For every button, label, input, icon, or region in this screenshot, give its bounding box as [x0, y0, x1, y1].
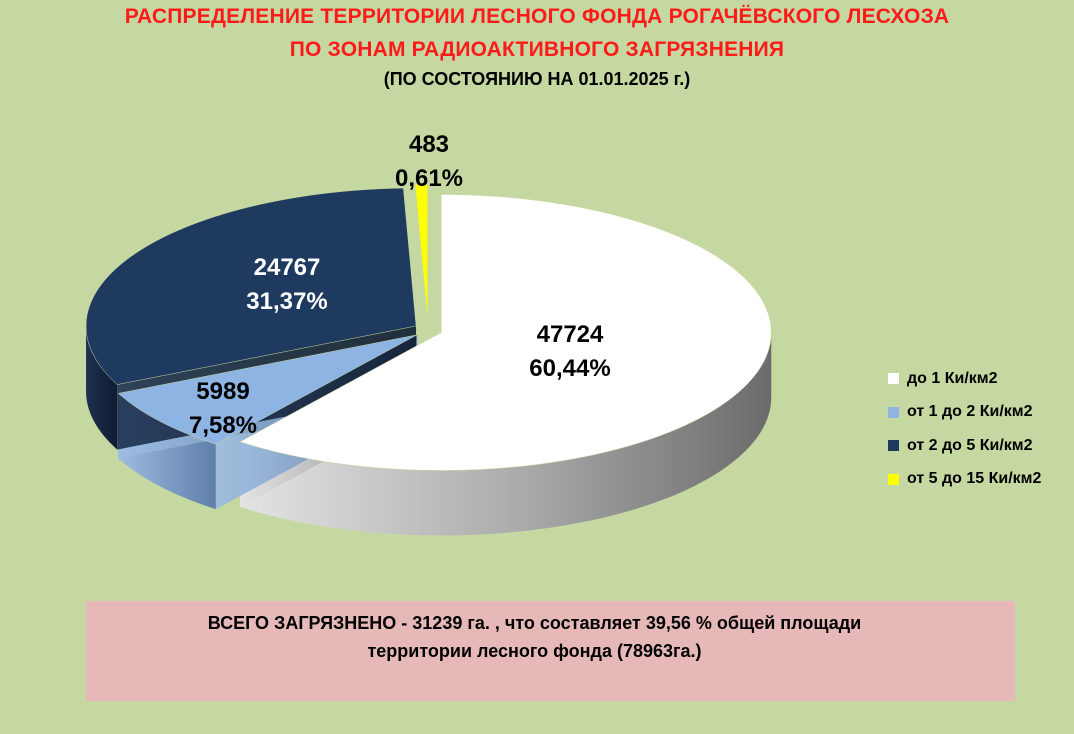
pie-tops: [85, 184, 772, 471]
legend-item: от 2 до 5 Ки/км2: [888, 429, 1041, 463]
pie-slice: [117, 334, 418, 445]
legend-label: от 5 до 15 Ки/км2: [907, 470, 1042, 488]
legend-label: от 1 до 2 Ки/км2: [907, 403, 1033, 421]
legend-swatch: [888, 373, 899, 385]
data-label-value: 47724: [537, 321, 604, 348]
pie-labels: 47724 60,44% 5989 7,58% 24767 31,37% 483 0,61%: [189, 131, 611, 439]
legend-label: от 2 до 5 Ки/км2: [907, 436, 1033, 454]
data-label-value: 5989: [196, 378, 249, 405]
legend-item: от 5 до 15 Ки/км2: [888, 463, 1041, 497]
pie-slice-side: [240, 332, 772, 536]
chart-title-line1: РАСПРЕДЕЛЕНИЕ ТЕРРИТОРИИ ЛЕСНОГО ФОНДА Р…: [124, 5, 950, 28]
pie-slice-side: [86, 325, 118, 450]
data-label-percent: 7,58%: [189, 412, 257, 439]
pie-slice: [85, 187, 417, 385]
chart-title-line2: ПО ЗОНАМ РАДИОАКТИВНОГО ЗАГРЯЗНЕНИЯ: [289, 38, 785, 61]
data-label-percent: 31,37%: [246, 288, 327, 315]
legend-swatch: [888, 440, 899, 452]
legend-item: от 1 до 2 Ки/км2: [888, 396, 1041, 430]
summary-line-2: территории лесного фонда (78963га.): [367, 641, 702, 661]
pie-slice: [414, 184, 428, 323]
data-label-percent: 60,44%: [529, 355, 610, 382]
summary-box: ВСЕГО ЗАГРЯЗНЕНО - 31239 га. , что соста…: [86, 601, 1015, 701]
legend: до 1 Ки/км2 от 1 до 2 Ки/км2 от 2 до 5 К…: [888, 362, 1041, 496]
chart-subtitle: (ПО СОСТОЯНИЮ НА 01.01.2025 г.): [383, 69, 691, 89]
legend-label: до 1 Ки/км2: [907, 369, 998, 387]
data-label-value: 24767: [254, 254, 321, 281]
data-label-percent: 0,61%: [395, 165, 463, 192]
legend-item: до 1 Ки/км2: [888, 362, 1041, 396]
pie-slice: [239, 194, 772, 471]
data-label-value: 483: [409, 131, 449, 158]
legend-swatch: [888, 406, 899, 418]
summary-line-1: ВСЕГО ЗАГРЯЗНЕНО - 31239 га. , что соста…: [207, 613, 862, 633]
legend-swatch: [888, 473, 899, 485]
